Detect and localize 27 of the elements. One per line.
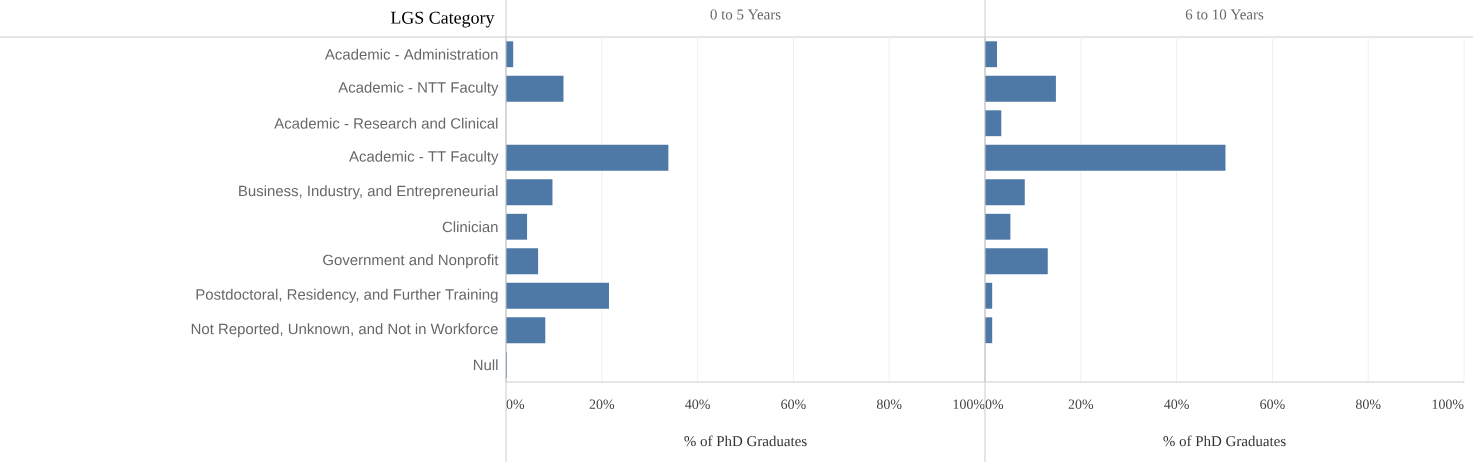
x-tick-label: 0% <box>985 399 1004 409</box>
x-tick-label: 100% <box>953 399 985 409</box>
y-tick-label: Academic - Research and Clinical <box>274 117 498 129</box>
y-tick-label: Government and Nonprofit <box>323 254 499 269</box>
x-tick-label: 80% <box>876 399 902 409</box>
x-tick-label: 40% <box>1164 399 1189 409</box>
y-tick-label: Academic - NTT Faculty <box>338 81 499 96</box>
x-tick-label: 80% <box>1355 399 1381 409</box>
x-tick-label: 0% <box>506 399 525 409</box>
x-tick-label: 20% <box>589 399 615 409</box>
chart-title: 6 to 10 Years <box>1185 9 1264 20</box>
x-tick-label: 40% <box>685 399 710 409</box>
y-tick-label: Postdoctoral, Residency, and Further Training <box>196 288 498 303</box>
x-tick-label: 60% <box>781 399 806 409</box>
y-tick-label: Not Reported, Unknown, and Not in Workforce <box>191 323 498 338</box>
y-tick-label: Business, Industry, and Entrepreneurial <box>239 185 498 200</box>
chart-title: 0 to 5 Years <box>710 9 781 20</box>
x-tick-label: 20% <box>1068 399 1094 409</box>
x-tick-label: 100% <box>1432 399 1464 409</box>
x-axis-title: % of PhD Graduates <box>1163 435 1286 447</box>
y-tick-label: Academic - Administration <box>324 48 498 60</box>
x-tick-label: 60% <box>1260 399 1285 409</box>
y-tick-label: Academic - TT Faculty <box>349 150 499 165</box>
y-axis-title: LGS Category <box>390 11 495 28</box>
y-tick-label: Clinician <box>442 221 498 233</box>
y-tick-label: Null <box>473 359 498 371</box>
x-axis-title: % of PhD Graduates <box>684 435 807 447</box>
